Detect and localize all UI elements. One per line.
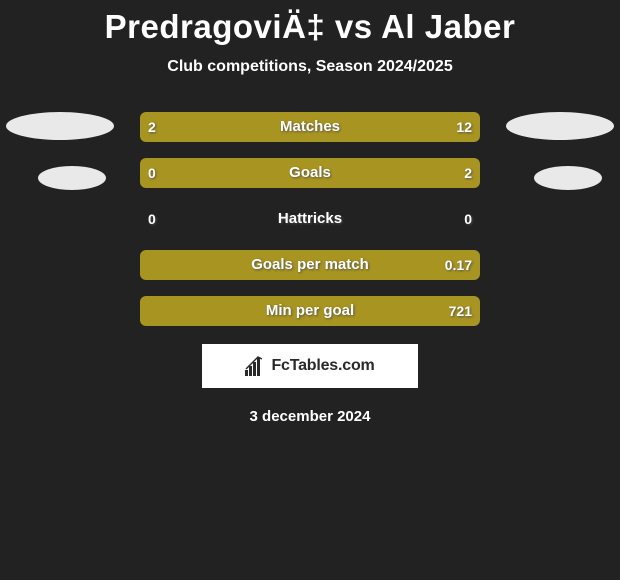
bar-right [140,158,480,188]
date-line: 3 december 2024 [0,408,620,425]
stat-row: 0 Hattricks 0 [0,204,620,234]
stat-row: 2 Matches 12 [0,112,620,142]
bar-track [140,158,480,188]
bar-track [140,204,480,234]
bar-right [140,250,480,280]
stats-block: 2 Matches 12 0 Goals 2 0 Hattricks 0 Goa… [0,112,620,326]
bar-track [140,112,480,142]
page-title: PredragoviÄ‡ vs Al Jaber [0,0,620,46]
bar-left [140,112,189,142]
bar-right [189,112,480,142]
stat-row: Goals per match 0.17 [0,250,620,280]
logo-box: FcTables.com [202,344,418,388]
stat-row: 0 Goals 2 [0,158,620,188]
bar-track [140,250,480,280]
stat-row: Min per goal 721 [0,296,620,326]
bar-track [140,296,480,326]
logo: FcTables.com [245,356,374,376]
logo-text: FcTables.com [271,357,374,375]
bars-icon [245,356,267,376]
subtitle: Club competitions, Season 2024/2025 [0,58,620,76]
bar-right [140,296,480,326]
